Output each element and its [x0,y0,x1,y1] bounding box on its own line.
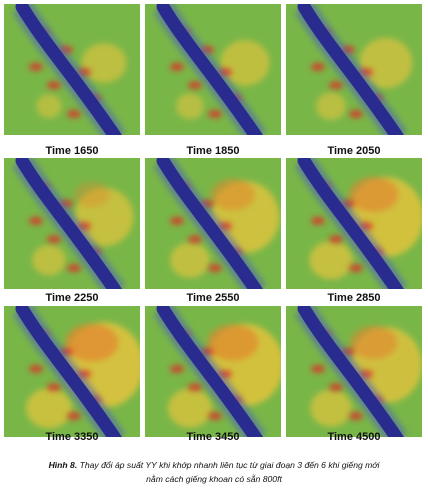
high-pressure-zone [65,323,119,362]
time-label-5: Time 2550 [186,292,240,304]
depletion-channel [15,158,122,289]
simulation-panel-1 [4,4,140,135]
low-pressure-lobe [29,216,43,225]
pressure-field-plot [4,158,140,289]
time-label-7: Time 3350 [45,431,99,443]
low-pressure-lobe [170,62,184,71]
depletion-channel [156,306,263,437]
high-pressure-zone [309,241,353,280]
time-label-9: Time 4500 [327,431,381,443]
low-pressure-lobe [67,412,81,421]
depletion-channel [297,4,404,135]
pressure-field-plot [145,4,281,135]
low-pressure-lobe [329,81,343,90]
high-pressure-zone [350,325,398,360]
depletion-channel [156,158,263,289]
pressure-field-plot [286,158,422,289]
figure-caption-line2: nằm cách giếng khoan có sẵn 800ft [146,474,282,484]
pressure-field-plot [286,4,422,135]
time-label-6: Time 2850 [327,292,381,304]
low-pressure-lobe [311,62,325,71]
high-pressure-zone [315,92,347,121]
low-pressure-lobe [349,110,363,119]
pressure-field-plot [286,306,422,437]
high-pressure-zone [26,388,72,429]
low-pressure-lobe [188,383,202,392]
low-pressure-lobe [47,235,61,244]
time-label-2: Time 1850 [186,145,240,157]
low-pressure-lobe [208,264,222,273]
pressure-field-plot [145,306,281,437]
high-pressure-zone [32,244,66,276]
low-pressure-lobe [67,110,81,119]
low-pressure-lobe [329,383,343,392]
simulation-panel-8 [145,306,281,437]
simulation-panel-9 [286,306,422,437]
high-pressure-zone [36,94,62,119]
time-label-3: Time 2050 [327,145,381,157]
low-pressure-lobe [170,364,184,373]
low-pressure-lobe [47,383,61,392]
simulation-panel-6 [286,158,422,289]
high-pressure-zone [170,242,210,278]
pressure-field-plot [4,4,140,135]
figure-caption-line1: Thay đổi áp suất YY khi khớp nhanh liên … [77,460,380,470]
high-pressure-zone [167,388,213,428]
simulation-panel-5 [145,158,281,289]
low-pressure-lobe [311,216,325,225]
simulation-panel-7 [4,306,140,437]
high-pressure-zone [310,389,352,427]
simulation-panel-3 [286,4,422,135]
depletion-channel [156,4,263,135]
high-pressure-zone [359,37,413,89]
high-pressure-zone [210,178,256,211]
low-pressure-lobe [67,264,81,273]
time-label-4: Time 2250 [45,292,99,304]
simulation-panel-4 [4,158,140,289]
low-pressure-lobe [188,81,202,90]
high-pressure-zone [349,176,399,213]
pressure-field-plot [145,158,281,289]
high-pressure-zone [81,42,127,83]
low-pressure-lobe [311,364,325,373]
low-pressure-lobe [329,235,343,244]
depletion-channel [15,4,122,135]
depletion-channel [15,306,122,437]
low-pressure-lobe [170,216,184,225]
pressure-field-plot [4,306,140,437]
depletion-channel [297,306,404,437]
low-pressure-lobe [29,364,43,373]
low-pressure-lobe [208,412,222,421]
high-pressure-zone [220,40,270,86]
low-pressure-lobe [349,412,363,421]
low-pressure-lobe [208,110,222,119]
high-pressure-zone [74,181,110,208]
depletion-channel [297,158,404,289]
figure-caption: Hình 8. Thay đổi áp suất YY khi khớp nha… [0,458,428,486]
low-pressure-lobe [29,62,43,71]
time-label-1: Time 1650 [45,145,99,157]
figure-caption-label: Hình 8. [48,460,78,470]
high-pressure-zone [176,93,204,120]
time-label-8: Time 3450 [186,431,240,443]
simulation-panel-grid: Time 1650 Time 1850 Time 2050 Time 2250 … [4,4,428,446]
low-pressure-lobe [349,264,363,273]
simulation-panel-2 [145,4,281,135]
high-pressure-zone [207,324,259,361]
low-pressure-lobe [47,81,61,90]
low-pressure-lobe [188,235,202,244]
